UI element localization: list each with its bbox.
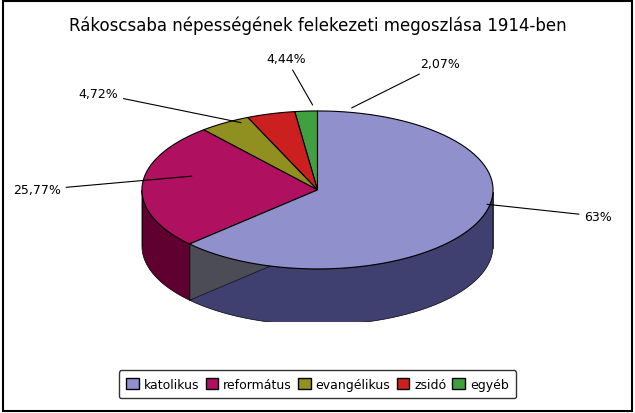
Polygon shape (295, 112, 318, 190)
Text: 63%: 63% (487, 205, 612, 223)
Polygon shape (189, 112, 493, 269)
Text: 25,77%: 25,77% (13, 177, 192, 197)
Text: 4,44%: 4,44% (266, 52, 312, 106)
Polygon shape (142, 131, 318, 244)
Polygon shape (189, 193, 493, 325)
Legend: katolikus, református, evangélikus, zsidó, egyéb: katolikus, református, evangélikus, zsid… (119, 370, 516, 399)
Polygon shape (189, 190, 318, 301)
Polygon shape (204, 118, 318, 190)
Polygon shape (248, 112, 318, 190)
Title: Rákoscsaba népességének felekezeti megoszlása 1914-ben: Rákoscsaba népességének felekezeti megos… (69, 16, 566, 35)
Text: 2,07%: 2,07% (352, 58, 460, 109)
Polygon shape (142, 191, 189, 301)
Text: 4,72%: 4,72% (78, 88, 241, 123)
Polygon shape (189, 190, 318, 301)
